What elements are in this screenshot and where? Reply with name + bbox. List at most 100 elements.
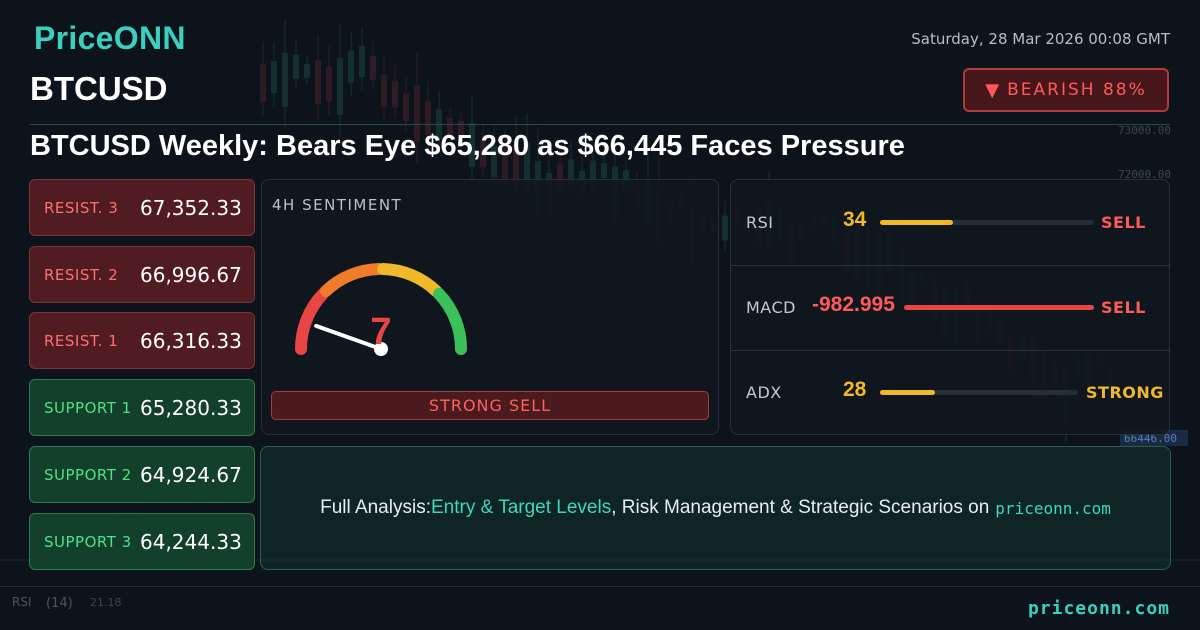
background-candle — [557, 163, 563, 190]
cta-link[interactable]: priceonn.com — [995, 498, 1111, 518]
background-candle — [601, 163, 607, 178]
background-candle — [623, 170, 629, 187]
indicator-fill — [904, 305, 1094, 310]
level-support-2: SUPPORT 2 64,924.67 — [29, 446, 255, 503]
background-candle — [403, 93, 409, 122]
background-price-label: 73000.00 — [1118, 124, 1171, 137]
background-candle — [315, 60, 321, 105]
bias-label: BEARISH 88% — [1007, 80, 1147, 100]
cta-middle: , Risk Management & Strategic Scenarios … — [611, 497, 990, 518]
indicator-value: 34 — [843, 208, 867, 231]
level-label: SUPPORT 3 — [44, 532, 132, 551]
indicator-signal: SELL — [1101, 213, 1146, 232]
bias-badge: ▼ BEARISH 88% — [963, 68, 1169, 112]
background-price-label: 72000.00 — [1118, 168, 1171, 181]
sentiment-verdict: STRONG SELL — [271, 391, 709, 420]
background-candle — [722, 215, 728, 241]
background-candle — [568, 159, 574, 189]
background-candle — [502, 148, 508, 181]
level-label: RESIST. 2 — [44, 265, 119, 284]
background-candle — [414, 85, 420, 142]
background-candle — [480, 141, 486, 168]
background-candle — [326, 66, 332, 102]
level-resist-2: RESIST. 2 66,996.67 — [29, 246, 255, 303]
level-value: 66,996.67 — [140, 262, 242, 287]
level-resist-1: RESIST. 1 66,316.33 — [29, 312, 255, 369]
background-rsi-period: (14) — [46, 596, 73, 611]
indicator-value: 28 — [843, 378, 867, 401]
indicator-value: -982.995 — [812, 293, 895, 316]
background-candle — [271, 61, 277, 94]
footer-divider — [0, 586, 1200, 587]
background-candle — [304, 63, 310, 78]
level-value: 64,244.33 — [140, 529, 242, 554]
indicator-name: RSI — [746, 213, 774, 232]
background-candle — [425, 101, 431, 135]
title-divider — [30, 124, 1170, 125]
gauge-segment — [433, 287, 467, 355]
level-support-1: SUPPORT 1 65,280.33 — [29, 379, 255, 436]
background-candle — [392, 80, 398, 108]
indicator-track — [880, 220, 1094, 225]
level-label: SUPPORT 1 — [44, 398, 132, 417]
level-label: SUPPORT 2 — [44, 465, 132, 484]
indicator-fill — [880, 390, 936, 395]
gauge-segment — [377, 263, 443, 297]
indicator-adx: ADX 28 STRONG — [731, 350, 1171, 435]
level-support-3: SUPPORT 3 64,244.33 — [29, 513, 255, 570]
background-candle — [513, 145, 519, 193]
indicator-signal: SELL — [1101, 298, 1146, 317]
sentiment-title: 4H SENTIMENT — [272, 196, 403, 214]
background-rsi-label: RSI — [12, 595, 32, 609]
level-value: 65,280.33 — [140, 395, 242, 420]
gauge-pivot — [374, 342, 388, 356]
background-candle — [260, 64, 266, 103]
level-value: 66,316.33 — [140, 328, 242, 353]
level-label: RESIST. 3 — [44, 198, 119, 217]
background-candle — [491, 145, 497, 178]
background-candle — [436, 108, 442, 140]
gauge-segment — [295, 287, 329, 355]
timestamp: Saturday, 28 Mar 2026 00:08 GMT — [911, 30, 1170, 48]
gauge-needle — [314, 323, 383, 351]
indicator-name: ADX — [746, 383, 782, 402]
background-candle — [458, 121, 464, 136]
background-candle — [293, 54, 299, 79]
background-candle — [337, 57, 343, 115]
indicator-track — [880, 390, 1078, 395]
indicator-signal: STRONG — [1086, 383, 1164, 402]
footer-link[interactable]: priceonn.com — [1027, 598, 1170, 619]
background-candle — [447, 118, 453, 135]
cta-banner[interactable]: Full Analysis: Entry & Target Levels, Ri… — [260, 446, 1171, 570]
indicator-fill — [880, 220, 953, 225]
cta-highlight: Entry & Target Levels — [430, 497, 612, 518]
indicators-panel: RSI 34 SELL MACD -982.995 SELL ADX 28 ST… — [730, 179, 1171, 435]
headline: BTCUSD Weekly: Bears Eye $65,280 as $66,… — [30, 130, 905, 162]
background-candle — [359, 46, 365, 78]
indicator-track — [904, 305, 1094, 310]
cta-prefix: Full Analysis: — [320, 497, 431, 518]
background-candle — [381, 74, 387, 108]
level-value: 64,924.67 — [140, 462, 242, 487]
symbol-title: BTCUSD — [30, 70, 168, 107]
background-candle — [590, 160, 596, 189]
gauge-score: 7 — [370, 311, 391, 353]
background-price-label: 66446.00 — [1124, 432, 1177, 445]
brand-logo: PriceONN — [34, 20, 186, 56]
background-rsi-value: 21.18 — [90, 596, 122, 609]
background-candle — [348, 50, 354, 84]
background-candle — [524, 142, 530, 191]
indicator-rsi: RSI 34 SELL — [731, 180, 1171, 266]
gauge-segment — [319, 263, 385, 297]
sentiment-gauge: 7 — [295, 263, 467, 356]
indicator-macd: MACD -982.995 SELL — [731, 265, 1171, 351]
sentiment-panel: 4H SENTIMENT 7 STRONG SELL — [261, 179, 719, 435]
down-triangle-icon: ▼ — [985, 79, 1000, 101]
indicator-name: MACD — [746, 298, 796, 317]
background-candle — [370, 55, 376, 80]
level-resist-3: RESIST. 3 67,352.33 — [29, 179, 255, 236]
level-value: 67,352.33 — [140, 195, 242, 220]
background-candle — [282, 52, 288, 107]
level-label: RESIST. 1 — [44, 331, 119, 350]
background-candle — [469, 122, 475, 167]
